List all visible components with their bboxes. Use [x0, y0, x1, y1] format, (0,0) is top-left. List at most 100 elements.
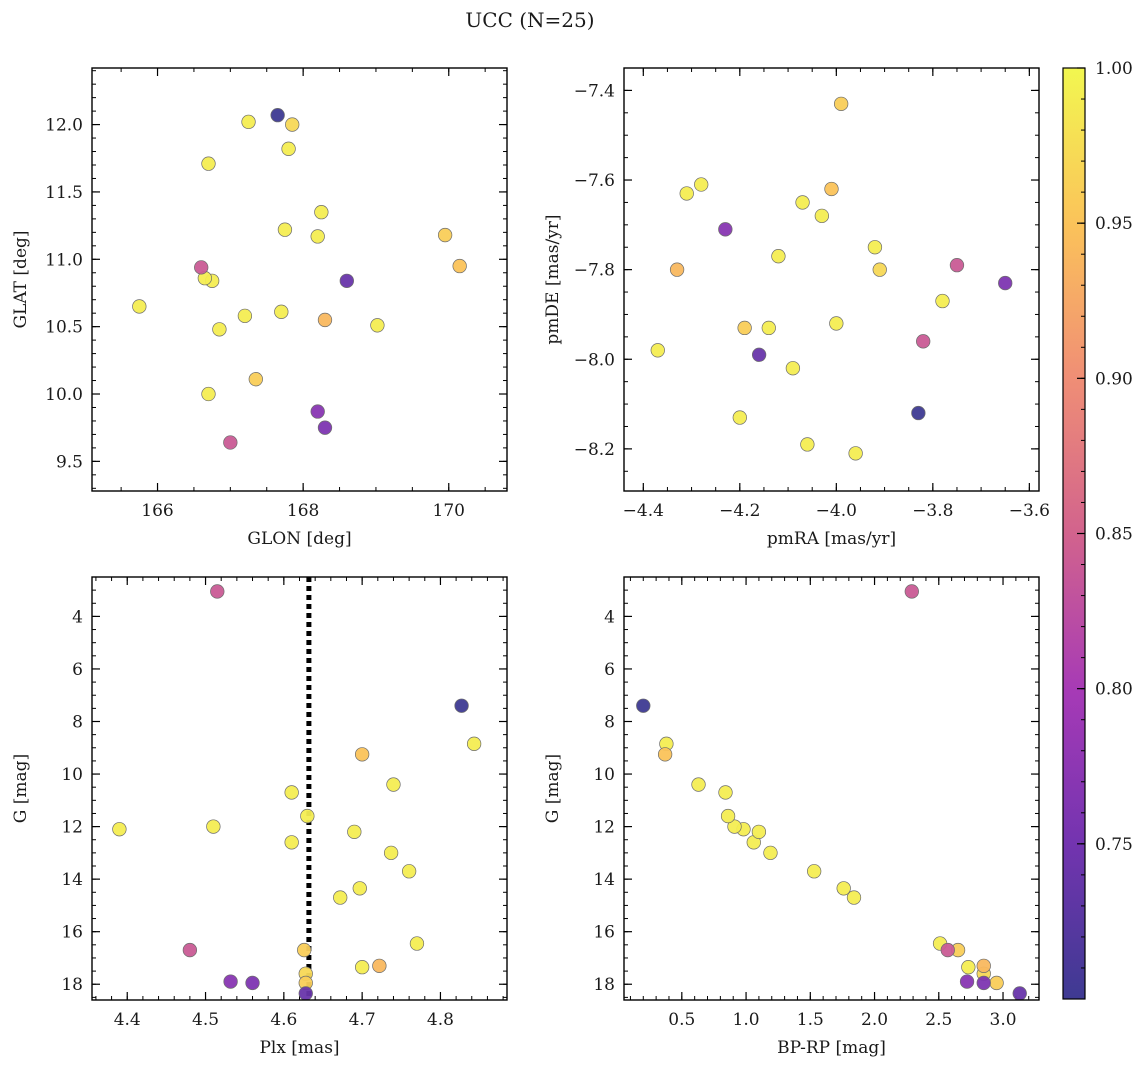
data-point [333, 890, 348, 905]
data-point [354, 747, 370, 762]
colorbar-tick-label: 0.90 [1095, 369, 1133, 389]
data-point [452, 258, 467, 274]
major-ticks [92, 577, 507, 1000]
data-point [679, 186, 694, 201]
data-point [800, 437, 815, 452]
data-point [339, 273, 354, 288]
y-tick-label: 6 [604, 660, 615, 680]
data-point [867, 240, 883, 255]
data-point [347, 824, 362, 840]
data-point [949, 258, 965, 273]
x-axis-label: Plx [mas] [259, 1038, 339, 1058]
data-point [270, 107, 285, 123]
x-tick-label: 4.6 [270, 1010, 297, 1030]
data-point [848, 446, 863, 461]
data-point [201, 386, 216, 402]
y-axis-label: G [mag] [11, 754, 31, 823]
data-point [297, 942, 312, 958]
x-tick-label: 4.4 [114, 1010, 141, 1030]
x-tick-label: 3.0 [990, 1010, 1017, 1030]
data-point [720, 808, 736, 824]
data-point [206, 819, 221, 834]
data-point [317, 312, 333, 328]
y-tick-label: −7.4 [574, 81, 615, 101]
data-point [201, 156, 216, 171]
axes-frame [623, 576, 1040, 1001]
data-point [386, 777, 401, 792]
x-tick-label: 1.0 [733, 1010, 760, 1030]
x-tick-label: 0.5 [668, 1010, 695, 1030]
y-tick-label: 14 [61, 870, 83, 890]
y-tick-label: 18 [61, 975, 83, 995]
x-tick-label: −4.0 [816, 501, 857, 521]
data-point [284, 785, 299, 800]
data-point [277, 222, 293, 237]
y-tick-label: 14 [593, 870, 615, 890]
data-point [636, 698, 651, 713]
y-tick-label: 8 [72, 713, 83, 733]
y-tick-label: 6 [72, 660, 83, 680]
panel-glon-glat: 166 168 170 9.5 10.0 10.5 11.0 11.5 12.0 GLON [de… [11, 67, 508, 549]
x-axis-label: BP-RP [mag] [777, 1038, 886, 1058]
data-point [763, 845, 778, 861]
data-point [989, 975, 1004, 991]
data-point [814, 208, 829, 224]
data-point [751, 347, 767, 362]
colorbar-tick-label: 0.75 [1095, 835, 1133, 855]
data-point [694, 177, 709, 192]
data-point [317, 420, 333, 435]
x-tick-label: −4.4 [623, 501, 664, 521]
data-point [976, 958, 991, 973]
figure-title: UCC (N=25) [465, 8, 594, 32]
x-tick-label: 170 [433, 501, 465, 521]
colorbar-tick-label: 0.80 [1095, 680, 1133, 700]
y-tick-label: 9.5 [56, 452, 83, 472]
data-point [383, 845, 399, 861]
colorbar-tick-label: 0.95 [1095, 214, 1133, 234]
y-tick-label: 10 [61, 765, 83, 785]
data-point [998, 275, 1013, 291]
y-tick-label: 10.0 [45, 385, 83, 405]
minor-ticks [92, 576, 507, 1000]
data-point [409, 936, 425, 951]
y-tick-label: −7.6 [574, 171, 615, 191]
data-point [732, 410, 747, 425]
data-point [935, 293, 950, 309]
y-tick-label: 4 [604, 607, 615, 627]
data-point [959, 974, 975, 989]
data-point [795, 195, 810, 210]
x-axis-label: pmRA [mas/yr] [767, 529, 896, 549]
data-point [466, 736, 482, 751]
data-point [846, 890, 862, 905]
plot-area [650, 96, 1013, 461]
data-point [911, 405, 926, 421]
data-point [836, 881, 851, 896]
data-point [807, 864, 822, 879]
data-point [300, 808, 315, 824]
data-point [829, 316, 844, 331]
data-point [245, 975, 260, 991]
data-point [237, 308, 253, 324]
y-axis-label: G [mag] [543, 754, 563, 823]
axes-frame [623, 67, 1040, 492]
y-tick-label: 4 [72, 607, 83, 627]
data-point [182, 942, 198, 958]
y-tick-label: 16 [593, 923, 615, 943]
data-point [210, 584, 225, 599]
x-tick-label: 4.5 [192, 1010, 219, 1030]
data-point [1012, 986, 1027, 1000]
plot-area [132, 107, 467, 450]
x-tick-label: 4.7 [349, 1010, 376, 1030]
data-point [961, 960, 976, 975]
data-point [354, 960, 370, 975]
y-axis-label: GLAT [deg] [11, 230, 31, 328]
data-point [650, 343, 665, 358]
minor-ticks [92, 68, 507, 491]
minor-ticks [624, 576, 1039, 1000]
data-point [298, 986, 313, 1000]
data-point [669, 262, 685, 277]
data-point [718, 222, 733, 237]
data-point [761, 320, 776, 336]
data-point [916, 334, 931, 349]
